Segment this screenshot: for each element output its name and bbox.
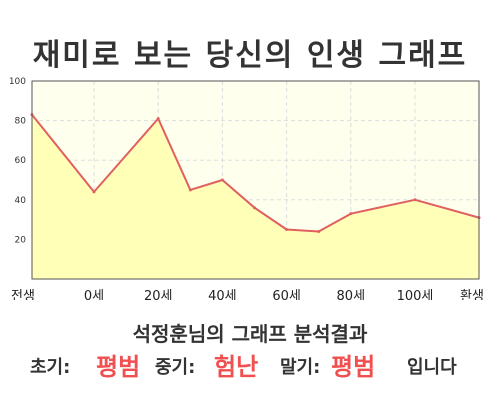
- data-point: [317, 229, 321, 233]
- plot-border: [31, 80, 480, 280]
- middle-label: 중기:: [155, 357, 196, 378]
- life-area: [32, 114, 479, 279]
- result-tail: 입니다: [407, 357, 457, 378]
- x-tick-label: 전생: [11, 289, 35, 300]
- x-axis-ticks: 전생 0세 20세 40세 60세 80세 100세 환생: [11, 289, 484, 300]
- x-tick-label: 80세: [337, 289, 366, 300]
- y-tick-label: 60: [15, 156, 27, 166]
- data-point: [349, 212, 353, 216]
- y-tick-label: 20: [15, 235, 27, 245]
- y-tick-label: 40: [15, 196, 27, 206]
- data-point: [413, 198, 417, 202]
- y-tick-label: 100: [9, 77, 26, 87]
- data-point: [156, 117, 160, 121]
- x-tick-label: 20세: [144, 289, 173, 300]
- data-point: [92, 190, 96, 194]
- x-tick-label: 0세: [84, 289, 104, 300]
- data-point: [220, 178, 224, 182]
- early-value: 평범: [96, 353, 141, 381]
- data-point: [188, 188, 192, 192]
- late-label: 말기:: [280, 357, 321, 378]
- early-label: 초기:: [30, 357, 71, 378]
- life-graph-chart: 20 40 60 80 100 전생 0세 20세 40세 60세 80세 100세 환생: [9, 77, 484, 300]
- y-tick-label: 80: [15, 117, 27, 127]
- data-point: [285, 228, 289, 231]
- x-tick-label: 100세: [397, 289, 434, 300]
- middle-value: 험난: [214, 353, 259, 381]
- late-value: 평범: [331, 353, 376, 381]
- chart-title: 재미로 보는 당신의 인생 그래프: [32, 38, 468, 73]
- x-tick-label: 60세: [272, 289, 301, 300]
- y-axis-ticks: 20 40 60 80 100: [9, 77, 26, 245]
- analysis-subtitle: 석정훈님의 그래프 분석결과: [132, 322, 368, 346]
- x-tick-label: 환생: [460, 289, 484, 300]
- data-point: [253, 206, 256, 210]
- analysis-result: 초기: 평범 중기: 험난 말기: 평범 입니다: [0, 347, 500, 381]
- x-tick-label: 40세: [208, 289, 237, 300]
